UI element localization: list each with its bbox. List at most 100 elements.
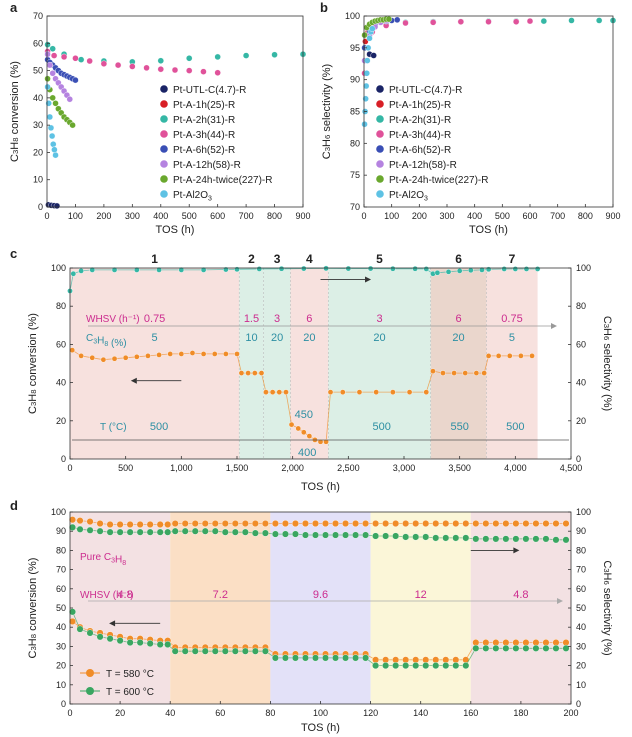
panel-b-point: [402, 19, 409, 27]
panel-d-point: [342, 531, 350, 539]
panel-d-point: [146, 640, 154, 648]
panel-d-point: [231, 528, 239, 536]
panel-c-point: [178, 267, 185, 273]
panel-b-point: [366, 35, 373, 42]
panel-a-legend-marker: [160, 130, 168, 138]
panel-d-point: [201, 647, 209, 655]
panel-d-point: [291, 530, 299, 538]
panel-d-ytick-label: 20: [56, 661, 66, 671]
panel-d-point: [76, 625, 84, 633]
panel-a-point: [44, 51, 51, 58]
panel-d-point: [422, 533, 430, 541]
panel-d-letter: d: [10, 498, 18, 513]
panel-d-xtick-label: 200: [563, 708, 578, 718]
panel-d-point: [241, 528, 249, 536]
panel-d-point: [402, 520, 410, 528]
panel-c-whsv-value: 3: [376, 313, 382, 325]
panel-d-point: [96, 527, 104, 535]
panel-c-xtick-label: 3,000: [393, 463, 416, 473]
panel-a-xtick-label: 500: [182, 211, 197, 221]
panel-a-xtick-label: 300: [125, 211, 140, 221]
panel-a-point: [52, 151, 59, 159]
panel-d-point: [281, 520, 289, 528]
panel-d-point: [352, 531, 360, 539]
panel-a-point: [143, 64, 150, 72]
panel-c-point: [200, 267, 207, 273]
panel-c-point: [518, 353, 524, 359]
panel-b-xtick-label: 200: [412, 211, 427, 221]
panel-a-legend-label: Pt-A-24h-twice(227)-R: [173, 175, 272, 186]
panel-a-point: [44, 83, 51, 91]
panel-a-point: [200, 68, 207, 75]
panel-c-point: [189, 350, 196, 356]
panel-b-xtick-label: 100: [384, 211, 399, 221]
panel-d-point: [191, 647, 199, 655]
panel-d-ylabel: C3H8 conversion (%): [27, 558, 39, 659]
panel-c-point: [245, 370, 251, 376]
panel-d-ytick-right-label: 40: [576, 622, 586, 632]
panel-d-point: [221, 647, 229, 655]
panel-d-point: [231, 520, 239, 528]
panel-d-point: [442, 534, 450, 542]
panel-a-point: [214, 53, 221, 61]
panel-a-ytick-label: 20: [33, 147, 43, 157]
panel-a-point: [51, 146, 58, 153]
panel-d-sel-arrowhead: [513, 547, 520, 554]
panel-a-legend-marker: [160, 175, 168, 183]
panel-c-point: [473, 370, 480, 376]
panel-d-point: [211, 520, 219, 528]
panel-d-point: [432, 662, 440, 670]
panel-c-point: [283, 389, 289, 395]
panel-d-point: [126, 528, 134, 536]
panel-d-point: [301, 654, 309, 662]
panel-c-ytick-label: 60: [56, 339, 66, 349]
panel-d-point: [106, 520, 114, 528]
panel-b-point: [363, 82, 370, 90]
panel-a-point: [171, 66, 179, 74]
panel-c-point: [423, 266, 430, 272]
panel-d-point: [191, 527, 199, 535]
panel-a-ytick-label: 50: [33, 66, 43, 76]
panel-d-point: [136, 639, 144, 647]
panel-b-legend-marker: [376, 190, 384, 198]
panel-d-point: [452, 520, 460, 528]
panel-a-legend-label: Pt-Al2O3: [173, 190, 212, 203]
panel-c-c3h8-value: 5: [509, 332, 515, 344]
panel-b-legend-label: Pt-A-24h-twice(227)-R: [389, 175, 488, 186]
panel-d-point: [126, 520, 134, 528]
panel-c-point: [238, 370, 245, 376]
panel-d-point: [382, 520, 390, 528]
panel-c-xtick-label: 4,000: [504, 463, 527, 473]
panel-d-band: [270, 512, 371, 704]
panel-d-ytick-right-label: 50: [576, 603, 586, 613]
panel-a-legend-marker: [160, 145, 168, 153]
panel-a-point: [49, 70, 56, 77]
panel-c-point: [122, 354, 129, 361]
panel-d-ytick-label: 30: [56, 641, 66, 651]
panel-c-ytick-right-label: 20: [576, 416, 586, 426]
panel-d-point: [332, 520, 340, 528]
panel-b-legend-label: Pt-Al2O3: [389, 190, 428, 203]
panel-d-point: [472, 644, 480, 652]
panel-a-ytick-label: 0: [38, 202, 43, 212]
panel-a-point: [53, 202, 61, 210]
panel-d-whsv-value: 4.8: [117, 589, 132, 601]
panel-d-ytick-label: 80: [56, 545, 66, 555]
panel-c-ylabel: C3H8 conversion (%): [27, 313, 39, 414]
panel-d-whsv-value: 4.8: [513, 589, 528, 601]
panel-d-point: [392, 662, 400, 670]
panel-c-whsv-value: 3: [274, 313, 280, 325]
panel-c-point: [529, 353, 535, 359]
panel-c-point: [111, 267, 118, 273]
panel-c-ylabel-right: C3H6 selectivity (%): [601, 316, 613, 411]
panel-c-c3h8-value: 20: [303, 332, 315, 344]
panel-d-point: [322, 531, 330, 539]
panel-b-ytick-label: 90: [350, 75, 360, 85]
panel-d-ytick-label: 50: [56, 603, 66, 613]
panel-a-point: [49, 94, 56, 102]
panel-d-point: [171, 520, 179, 528]
panel-d-point: [342, 520, 350, 528]
panel-d-point: [164, 528, 172, 536]
panel-d-point: [96, 633, 104, 641]
panel-b-point: [595, 17, 603, 24]
